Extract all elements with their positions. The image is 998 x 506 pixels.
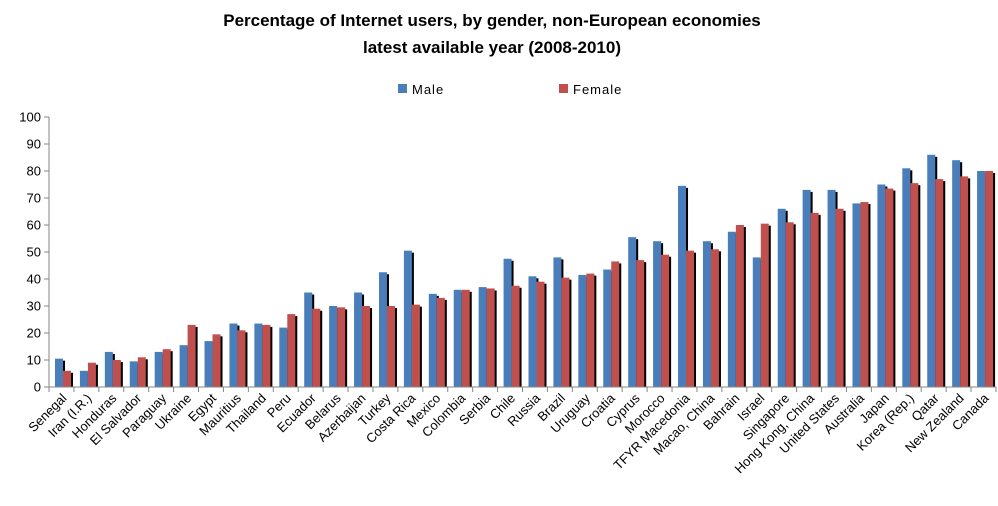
bar-female: [985, 171, 994, 387]
bar-female: [735, 225, 744, 387]
bar-female: [860, 202, 869, 387]
y-tick-label: 80: [27, 164, 41, 179]
bar-female: [536, 281, 545, 387]
bar-male: [902, 168, 911, 387]
y-tick-label: 20: [27, 326, 41, 341]
bar-female: [162, 349, 171, 387]
bar-male: [752, 257, 761, 387]
bar-female: [785, 222, 794, 387]
legend-swatch-female: [559, 84, 568, 93]
chart-subtitle: latest available year (2008-2010): [363, 38, 621, 57]
bar-male: [229, 323, 238, 387]
bar-male: [802, 189, 811, 387]
y-tick-label: 10: [27, 353, 41, 368]
bar-female: [212, 334, 221, 387]
bar-female: [910, 183, 919, 387]
bar-male: [628, 237, 637, 387]
bar-male: [179, 345, 188, 387]
bar-male: [503, 258, 512, 387]
bar-female: [87, 362, 96, 387]
bar-male: [104, 351, 113, 387]
bar-female: [337, 307, 346, 387]
bar-female: [112, 360, 121, 387]
bar-female: [262, 324, 271, 387]
bar-male: [55, 358, 63, 387]
bar-male: [453, 289, 462, 387]
bar-female: [461, 289, 470, 387]
bar-female: [960, 176, 969, 387]
bar-female: [611, 261, 620, 387]
legend-swatch-male: [398, 84, 407, 93]
bar-male: [727, 231, 736, 387]
bar-female: [636, 260, 645, 387]
bar-male: [777, 208, 786, 387]
bar-female: [935, 179, 944, 387]
legend-label-male: Male: [412, 82, 444, 97]
legend: Male Female: [398, 82, 622, 97]
bar-male: [927, 154, 936, 387]
bar-male: [553, 257, 562, 387]
bar-male: [354, 292, 363, 387]
bar-male: [254, 323, 263, 387]
bar-female: [436, 297, 445, 387]
bar-female: [411, 304, 420, 387]
chart-title: Percentage of Internet users, by gender,…: [223, 11, 761, 30]
legend-label-female: Female: [573, 82, 622, 97]
bar-male: [653, 241, 662, 387]
bar-male: [304, 292, 313, 387]
bar-male: [852, 203, 861, 387]
bar-female: [561, 277, 570, 387]
bar-male: [528, 276, 537, 387]
bar-male: [827, 189, 836, 387]
y-tick-label: 90: [27, 137, 41, 152]
bar-male: [977, 171, 986, 387]
bar-female: [187, 324, 196, 387]
bar-male: [279, 327, 288, 387]
bar-male: [329, 306, 338, 387]
bar-female: [661, 254, 670, 387]
bar-female: [810, 212, 819, 387]
y-tick-label: 40: [27, 272, 41, 287]
bar-male: [678, 185, 687, 387]
bar-female: [312, 308, 321, 387]
bar-male: [129, 361, 138, 387]
bar-female: [586, 273, 595, 387]
bar-male: [603, 269, 612, 387]
bar-male: [877, 184, 886, 387]
y-tick-label: 30: [27, 299, 41, 314]
bar-male: [154, 351, 163, 387]
bar-female: [362, 306, 371, 387]
bar-female: [760, 223, 769, 387]
bar-female: [486, 288, 495, 387]
y-tick-label: 50: [27, 245, 41, 260]
bars: [55, 154, 996, 387]
bar-female: [511, 285, 520, 387]
bar-female: [63, 370, 71, 387]
bar-male: [403, 250, 412, 387]
bar-male: [702, 241, 711, 387]
bar-female: [386, 306, 395, 387]
bar-male: [428, 293, 437, 387]
bar-female: [137, 357, 146, 387]
bar-male: [204, 341, 213, 387]
y-tick-label: 60: [27, 218, 41, 233]
bar-female: [686, 250, 695, 387]
y-tick-label: 0: [34, 380, 41, 395]
bar-male: [79, 370, 88, 387]
bar-male: [378, 272, 387, 387]
bar-female: [237, 330, 246, 387]
y-tick-label: 100: [19, 110, 41, 125]
bar-female: [710, 249, 719, 387]
bar-female: [885, 188, 894, 387]
bar-male: [578, 274, 587, 387]
bar-male: [478, 287, 487, 387]
bar-male: [952, 160, 961, 387]
bar-female: [287, 314, 296, 387]
y-tick-label: 70: [27, 191, 41, 206]
bar-female: [835, 208, 844, 387]
y-axis: 0 10 20 30 40 50 60 70 80 90 100: [19, 110, 50, 395]
